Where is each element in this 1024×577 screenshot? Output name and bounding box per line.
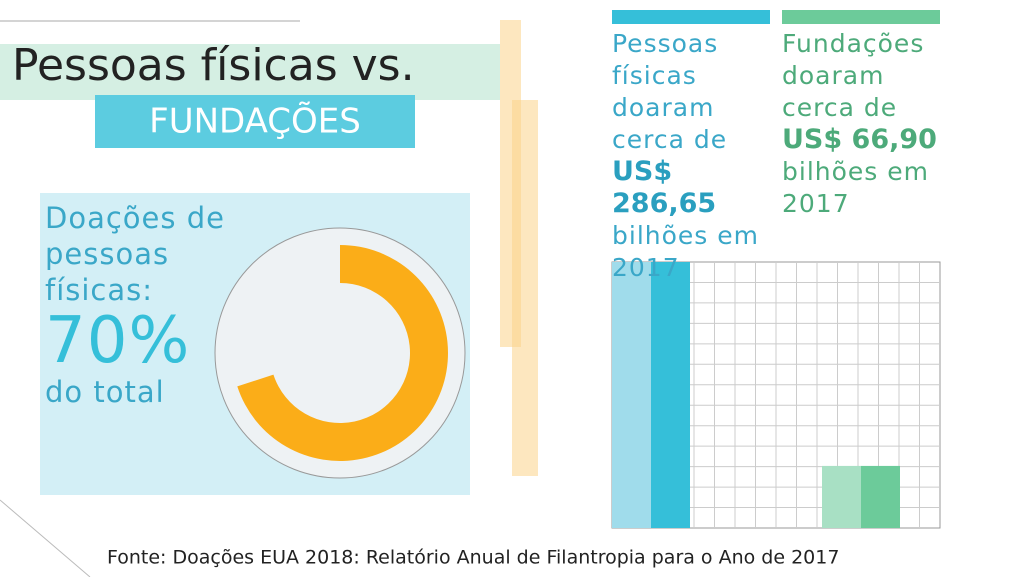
annotation: Fundações doaram cerca de bbox=[782, 29, 925, 122]
annotation: Pessoas físicas doaram cerca de bbox=[612, 29, 728, 154]
bar bbox=[612, 262, 690, 528]
legend-bar bbox=[612, 10, 770, 24]
title: Pessoas físicas vs. bbox=[12, 40, 415, 91]
subtitle-band bbox=[95, 95, 415, 148]
value-label: US$ 286,65 bbox=[612, 156, 717, 219]
annotation: Doações de pessoas físicas: bbox=[45, 201, 225, 307]
bar-light bbox=[612, 262, 651, 528]
caption: Pessoas físicas doaram cerca de US$ 286,… bbox=[612, 28, 772, 284]
bar bbox=[822, 465, 900, 528]
legend-bar bbox=[782, 10, 940, 24]
deco bbox=[512, 100, 538, 476]
source: Fonte: Doações EUA 2018: Relatório Anual… bbox=[107, 547, 839, 569]
annotation: do total bbox=[45, 375, 165, 409]
bar-light bbox=[822, 465, 861, 528]
annotation: bilhões em 2017 bbox=[782, 157, 929, 218]
donut-segment bbox=[237, 245, 448, 461]
bar-dark bbox=[861, 465, 900, 528]
annotation: bilhões em 2017 bbox=[612, 221, 759, 282]
bar-dark bbox=[651, 262, 690, 528]
caption: Fundações doaram cerca de US$ 66,90 bilh… bbox=[782, 28, 942, 220]
title-band bbox=[0, 44, 500, 100]
subtitle: FUNDAÇÕES bbox=[149, 101, 361, 142]
rule bbox=[0, 499, 91, 577]
value-label: 70% bbox=[45, 304, 191, 378]
value-label: US$ 66,90 bbox=[782, 124, 937, 155]
donut-text: Doações de pessoas físicas: 70% do total bbox=[45, 200, 245, 410]
